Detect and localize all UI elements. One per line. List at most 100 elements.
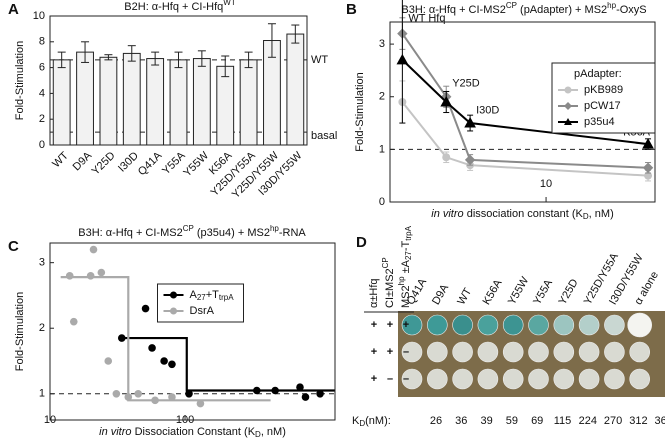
x-tick-label: 10 [540, 178, 552, 190]
colony [528, 314, 549, 336]
x-tick-label: Y25D [90, 150, 118, 178]
column-label: K56A [481, 277, 505, 307]
x-tick-label: Q41A [136, 149, 165, 178]
point [89, 245, 98, 254]
kd-value: 69 [531, 415, 543, 427]
reference-label: basal [311, 130, 337, 142]
bar [99, 56, 118, 146]
legend-box [157, 283, 244, 323]
colony [426, 341, 448, 363]
text-part: B3H: α-Hfq + CI-MS2 [78, 227, 182, 239]
column-label: α alone [632, 269, 661, 306]
text-part: CI±MS2 [384, 268, 396, 308]
sign: + [403, 319, 409, 331]
bar [192, 58, 211, 146]
point [86, 271, 95, 280]
text-part: D [359, 419, 365, 428]
y-tick-label: 3 [379, 38, 385, 50]
text-part: dissociation constant (K [464, 208, 584, 220]
error-bar [174, 51, 183, 69]
kd-value: 224 [579, 415, 597, 427]
legend-label: p35u4 [584, 116, 615, 128]
point [141, 304, 150, 313]
kd-value: 312 [629, 415, 647, 427]
legend-title: pAdapter: [574, 68, 622, 80]
bar [286, 33, 305, 146]
colony [528, 368, 549, 390]
error-bar [267, 23, 276, 58]
y-axis-label: Fold-Stimulation [14, 292, 26, 371]
colony [604, 341, 625, 363]
column-label: Y55A [531, 277, 555, 307]
column-label: D9A [430, 282, 451, 307]
bar [169, 59, 188, 146]
text-part: trpA [219, 293, 234, 302]
colony [627, 312, 653, 338]
text-part: 27 [197, 293, 206, 302]
point [151, 396, 159, 405]
bar [146, 58, 165, 146]
text-part: -OxyS [616, 4, 647, 16]
legend-label: DsrA [190, 305, 215, 317]
kd-value: 270 [604, 415, 622, 427]
point [271, 386, 279, 395]
point [65, 271, 74, 280]
error-bar [81, 41, 90, 63]
error-bar [151, 51, 160, 66]
colony [553, 368, 575, 390]
legend-marker [564, 118, 572, 125]
y-tick-label: 2 [39, 322, 45, 334]
sign: + [387, 346, 393, 358]
legend-marker [170, 307, 177, 315]
kd-value: 59 [506, 415, 518, 427]
y-tick-label: 10 [33, 10, 45, 22]
colony [528, 341, 549, 363]
point [185, 389, 193, 398]
y-tick-label: 2 [39, 113, 45, 125]
text-part: -T [400, 240, 412, 251]
colony [502, 341, 524, 363]
error-bar [197, 50, 206, 67]
text-part: (p35u4) + MS2 [194, 227, 270, 239]
fit-line [121, 336, 335, 392]
point [124, 393, 133, 401]
error-bar [221, 55, 230, 78]
kd-value: 363 [655, 415, 665, 427]
kd-value: 36 [455, 415, 467, 427]
text-part: CP [506, 1, 517, 10]
point [168, 360, 176, 369]
row-header: α±Hfq [368, 278, 380, 308]
text-part: A [190, 289, 198, 301]
text-part: (pAdapter) + MS2 [517, 4, 607, 16]
chart-title: B2H: α-Hfq + CI-HfqWT [124, 0, 236, 13]
text-part: hp [607, 1, 616, 10]
colony [553, 314, 575, 336]
y-axis-label: Fold-Stimulation [354, 72, 366, 151]
text-part: MS2 [400, 285, 412, 308]
colony [578, 368, 600, 390]
text-part: 27 [404, 251, 413, 260]
point [440, 95, 453, 107]
error-bar [127, 45, 136, 62]
point [104, 357, 113, 365]
text-part: ±A [400, 259, 412, 276]
text-part: hp [270, 224, 279, 233]
reference-label: WT [311, 54, 328, 66]
plot-frame [49, 242, 336, 421]
sign: + [371, 346, 377, 358]
colony [452, 341, 473, 363]
sign: + [387, 319, 393, 331]
sign: – [403, 346, 409, 358]
series-line [401, 33, 649, 169]
kd-value: 115 [554, 415, 572, 427]
y-tick-label: 6 [39, 62, 45, 74]
point [117, 334, 126, 342]
text-part: , nM) [261, 426, 286, 438]
point [196, 399, 205, 408]
column-label: Y55W [506, 274, 532, 306]
point [464, 117, 476, 128]
text-part: CP [183, 224, 194, 233]
series-line [401, 101, 649, 177]
kd-value: 39 [480, 415, 492, 427]
point [296, 383, 304, 392]
